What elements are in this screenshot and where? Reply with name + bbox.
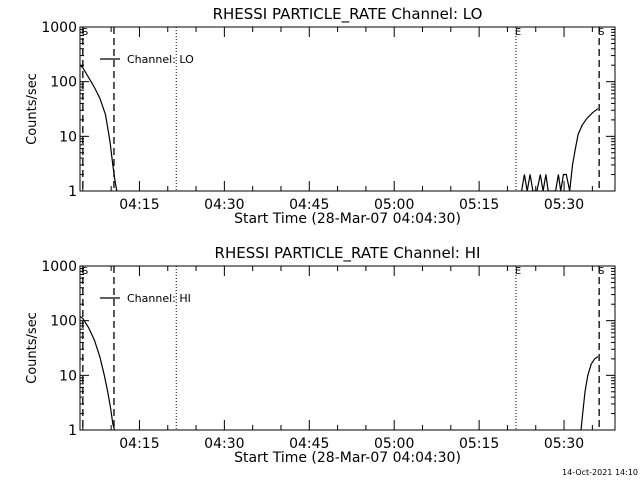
x-tick-label: 04:45 [289,197,329,213]
series-line-1 [521,108,599,191]
chart-title: RHESSI PARTICLE_RATE Channel: LO [213,5,483,24]
y-tick-label: 1 [68,184,77,200]
x-tick-label: 04:15 [119,197,159,213]
x-axis-label: Start Time (28-Mar-07 04:04:30) [234,211,461,227]
x-tick-label: 05:30 [544,436,584,452]
x-tick-label: 05:15 [459,197,499,213]
legend-label: Channel: HI [127,292,191,305]
y-tick-label: 10 [59,129,77,145]
event-marker-label: S [82,27,88,38]
series-line-0 [80,64,118,191]
y-tick-label: 10 [59,368,77,384]
y-tick-label: 1000 [41,259,77,275]
event-marker-label: S [82,266,88,277]
plot-frame [79,265,616,431]
x-tick-label: 04:30 [204,436,244,452]
chart-panel-lo: RHESSI PARTICLE_RATE Channel: LO 1 10 100 10… [25,5,616,227]
chart-panel-hi: RHESSI PARTICLE_RATE Channel: HI 1 10 100 10… [25,244,616,466]
series-line-0 [80,315,116,430]
y-tick-label: 1000 [41,20,77,36]
series-line-1 [580,356,599,430]
x-tick-label: 05:00 [374,197,414,213]
y-axis-label: Counts/sec [25,73,40,145]
plot-frame [79,26,616,192]
event-marker-label: E [515,27,521,38]
event-marker-label: S [598,27,604,38]
x-tick-label: 04:30 [204,197,244,213]
event-marker-label: S [598,266,604,277]
x-tick-label: 05:00 [374,436,414,452]
x-tick-label: 04:15 [119,436,159,452]
footer-timestamp: 14-Oct-2021 14:10 [562,468,638,477]
y-tick-label: 1 [68,423,77,439]
y-axis-label: Counts/sec [25,312,40,384]
x-tick-label: 05:15 [459,436,499,452]
chart-title: RHESSI PARTICLE_RATE Channel: HI [215,244,481,263]
x-axis-label: Start Time (28-Mar-07 04:04:30) [234,450,461,466]
x-tick-label: 05:30 [544,197,584,213]
event-marker-label: E [515,266,521,277]
x-tick-label: 04:45 [289,436,329,452]
legend-label: Channel: LO [127,53,194,66]
y-tick-label: 100 [50,75,77,91]
y-tick-label: 100 [50,314,77,330]
